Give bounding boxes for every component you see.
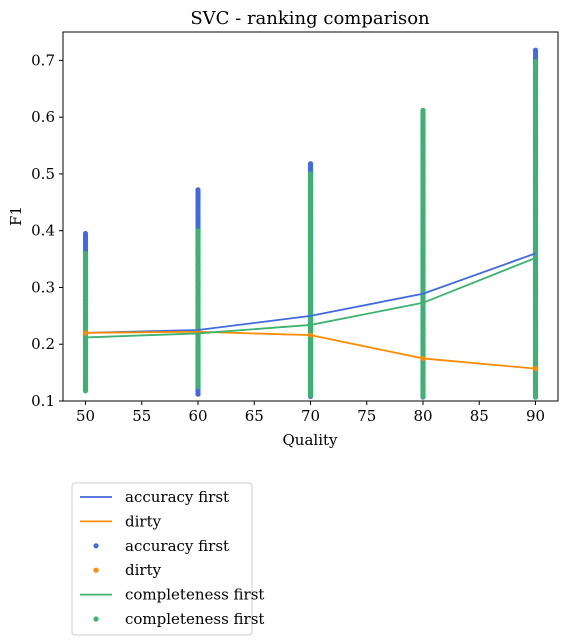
x-tick-label: 55 (132, 407, 151, 425)
y-tick-label: 0.4 (31, 222, 55, 240)
y-axis-label: F1 (7, 206, 25, 226)
x-tick-label: 65 (245, 407, 264, 425)
x-tick-label: 60 (188, 407, 207, 425)
scatter-point (532, 58, 539, 65)
scatter-point (532, 47, 539, 53)
series-line (85, 330, 536, 370)
legend-label: completeness first (125, 586, 264, 604)
scatter-point (82, 230, 89, 237)
legend-label: accuracy first (125, 537, 229, 555)
x-tick-label: 90 (526, 407, 545, 425)
scatter-point (307, 161, 314, 167)
scatter-point (307, 171, 314, 177)
legend-label: dirty (125, 561, 162, 579)
y-tick-label: 0.1 (31, 392, 55, 410)
y-axis: 0.1 0.2 0.3 0.4 0.5 0.6 0.7 (31, 51, 63, 410)
plot-area (82, 47, 539, 400)
legend-marker-swatch (93, 543, 99, 549)
legend: accuracy first dirty accuracy first dirty co… (71, 482, 264, 636)
legend-box (71, 482, 253, 636)
scatter-point (195, 228, 201, 234)
legend-marker-swatch (93, 567, 99, 573)
x-tick-label: 50 (76, 407, 95, 425)
legend-marker-swatch (93, 616, 99, 622)
scatter-point (82, 250, 89, 256)
y-tick-label: 0.7 (31, 51, 55, 69)
y-tick-label: 0.6 (31, 108, 55, 126)
x-axis: 50 55 60 65 70 75 80 85 90 (76, 401, 545, 425)
y-tick-label: 0.2 (31, 335, 55, 353)
series-line (85, 257, 536, 339)
x-tick-label: 85 (470, 407, 489, 425)
series-line (85, 252, 536, 334)
x-tick-label: 75 (357, 407, 376, 425)
legend-label: accuracy first (125, 488, 229, 506)
y-tick-label: 0.3 (31, 278, 55, 296)
scatter-point (420, 107, 426, 113)
y-tick-label: 0.5 (31, 165, 55, 183)
x-tick-label: 80 (413, 407, 432, 425)
legend-label: completeness first (125, 610, 264, 628)
x-tick-label: 70 (301, 407, 320, 425)
legend-label: dirty (125, 512, 162, 530)
chart-title: SVC - ranking comparison (190, 8, 430, 29)
scatter-point (195, 187, 201, 193)
x-axis-label: Quality (283, 431, 339, 449)
